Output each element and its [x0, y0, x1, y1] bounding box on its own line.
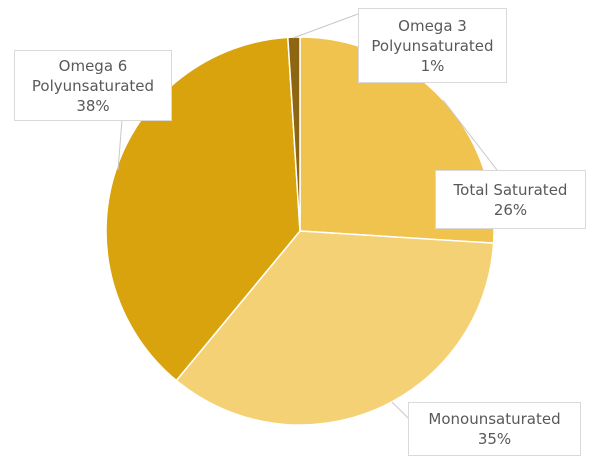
label-value: 26%: [493, 200, 528, 219]
label-name: Monounsaturated: [428, 410, 561, 428]
label-name-line2: Polyunsaturated: [371, 36, 494, 55]
label-value: 1%: [420, 56, 445, 75]
leader-line-omega6: [117, 119, 123, 171]
leader-line-omega3: [292, 13, 359, 39]
label-name-line1: Omega 3: [398, 16, 467, 35]
data-label-omega3: Omega 3 Polyunsaturated 1%: [358, 8, 507, 83]
label-name: Total Saturated: [453, 180, 568, 199]
data-label-omega6: Omega 6 Polyunsaturated 38%: [14, 50, 172, 121]
data-label-saturated: Total Saturated 26%: [435, 170, 586, 229]
label-value: 38%: [76, 96, 110, 115]
label-name-line1: Omega 6: [58, 56, 128, 75]
leader-line-saturated: [442, 99, 498, 171]
pie-slice-omega-3-polyunsaturated: [287, 36, 301, 232]
label-value: 35%: [477, 430, 512, 448]
pie-slice-monounsaturated: [175, 230, 495, 426]
pie-slice-omega-6-polyunsaturated: [105, 36, 301, 382]
leader-line-mono: [391, 401, 409, 419]
label-name-line2: Polyunsaturated: [31, 76, 155, 95]
data-label-mono: Monounsaturated 35%: [408, 402, 581, 456]
